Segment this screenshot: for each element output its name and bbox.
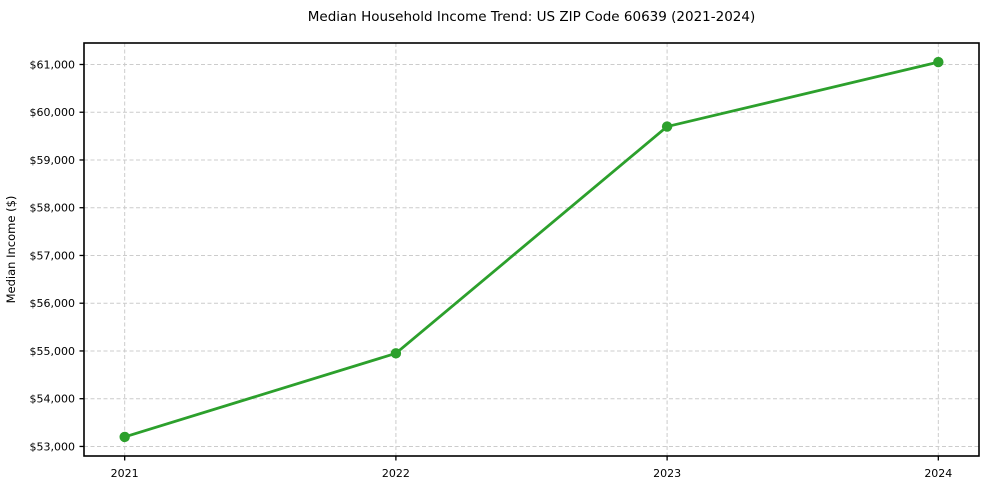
axes-spines: [83, 42, 980, 457]
series-line: [123, 60, 940, 439]
y-tick-label: $54,000: [30, 393, 76, 406]
y-tick-label: $56,000: [30, 297, 76, 310]
data-point-marker: [119, 431, 130, 443]
tick-marks: [79, 63, 939, 461]
plot-border: [83, 42, 980, 457]
chart-title: Median Household Income Trend: US ZIP Co…: [308, 9, 756, 25]
x-tick-label: 2021: [111, 467, 139, 480]
y-tick-label: $53,000: [30, 440, 76, 453]
y-tick-label: $60,000: [30, 106, 76, 119]
y-tick-label: $55,000: [30, 345, 76, 358]
gridlines: [84, 43, 979, 456]
y-axis-label: Median Income ($): [4, 196, 18, 304]
data-point-marker: [661, 121, 673, 132]
y-tick-label: $58,000: [30, 202, 76, 215]
data-series: [119, 56, 944, 443]
y-tick-label: $59,000: [30, 154, 76, 167]
data-point-marker: [390, 348, 402, 359]
y-tick-label: $61,000: [30, 58, 76, 71]
data-point-marker: [933, 56, 944, 68]
x-tick-label: 2024: [924, 467, 952, 480]
y-tick-label: $57,000: [30, 249, 76, 262]
tick-labels: $53,000 $54,000 $55,000 $56,000 $57,000 $58,0…: [30, 58, 953, 480]
x-tick-label: 2023: [653, 467, 681, 480]
x-tick-label: 2022: [382, 467, 410, 480]
